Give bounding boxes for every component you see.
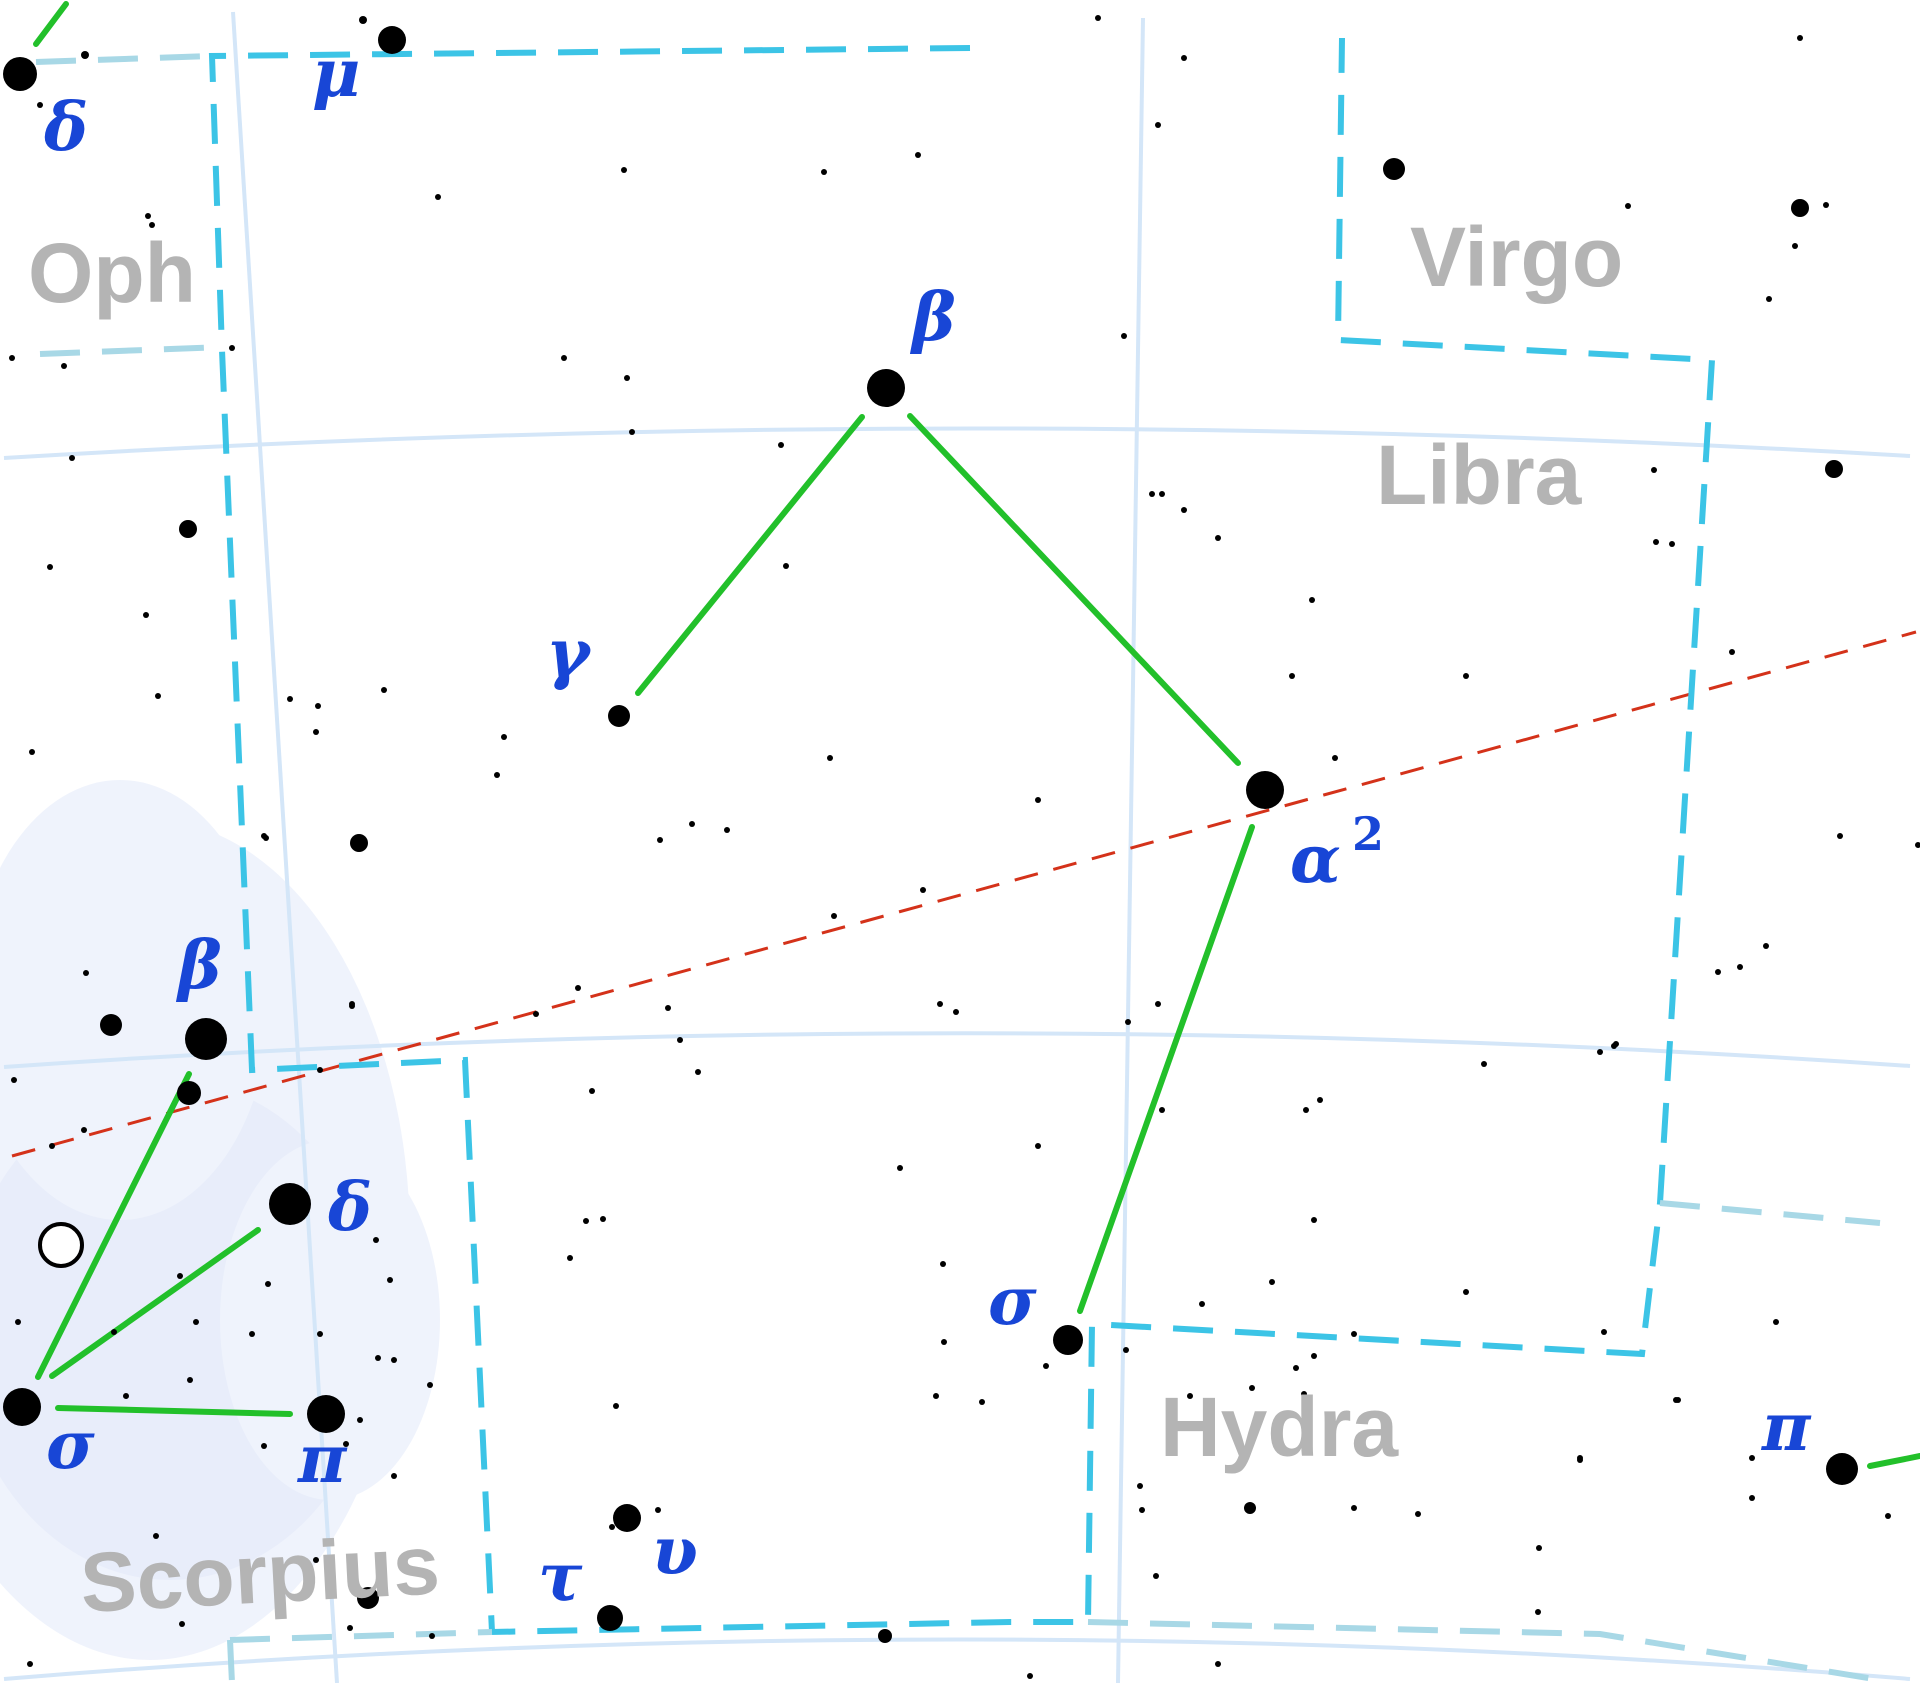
constellation-boundaries [35,37,1881,1683]
constellation-label-oph: Oph [28,226,196,320]
star-label-sco-pi: π [296,1420,348,1498]
star-lib-upsilon [613,1504,641,1532]
star-label-sco-sigma: σ [46,1406,95,1484]
star-lib-gamma [608,705,630,727]
coordinate-grid [3,11,1911,1683]
constellation-label-hydra: Hydra [1160,1380,1399,1474]
star-vir-a [1791,199,1809,217]
constellation-labels: Oph Virgo Libra Hydra Scorpius [28,210,1623,1630]
star-lib-tau [597,1605,623,1631]
star-lib-b [179,520,197,538]
star-label-lib-tau: τ [538,1538,583,1616]
star-sco-b [177,1081,201,1105]
star-label-lib-alpha: α [1290,820,1341,898]
star-lib-alpha2 [1246,771,1284,809]
star-label-lib-alpha-sup: 2 [1352,807,1384,861]
star-label-hya-pi: π [1760,1388,1812,1466]
faint-stars [9,15,1920,1679]
star-label-lib-sigma: σ [988,1262,1037,1340]
boundary-faint [35,53,1881,1683]
star-label-oph-mu: μ [312,34,360,112]
star-hya-pi [1826,1453,1858,1485]
star-lib-c [350,834,368,852]
asterism-lines [33,1,1920,1469]
star-oph-mu [378,26,406,54]
star-label-lib-upsilon: υ [652,1512,698,1590]
deep-sky-object-icon [38,1222,84,1268]
star-oph-a [1383,158,1405,180]
constellation-label-libra: Libra [1376,428,1583,522]
star-label-sco-beta: β [175,926,222,1004]
star-hya-a [1244,1502,1256,1514]
constellation-label-scorpius: Scorpius [78,1517,442,1630]
star-sco-a [100,1014,122,1036]
star-label-sco-delta: δ [327,1168,372,1246]
star-sco-pi [307,1395,345,1433]
star-sco-delta [269,1183,311,1225]
star-sco-sigma [3,1388,41,1426]
star-sco-beta [185,1018,227,1060]
star-label-lib-gamma: γ [546,614,593,692]
star-label-oph-delta: δ [43,88,88,166]
star-lib-beta [867,369,905,407]
star-lib-d [878,1629,892,1643]
ecliptic-line [11,630,1917,1158]
star-lib-a [1825,460,1843,478]
star-labels: δ μ β γ α 2 σ τ υ β δ σ π π [43,34,1812,1616]
constellation-label-virgo: Virgo [1410,210,1623,304]
star-oph-delta [3,57,37,91]
bright-stars [3,26,1858,1643]
star-sco-c [357,1587,379,1609]
star-lib-sigma [1053,1325,1083,1355]
boundary-libra [208,37,1716,1636]
star-label-lib-beta: β [909,278,956,356]
